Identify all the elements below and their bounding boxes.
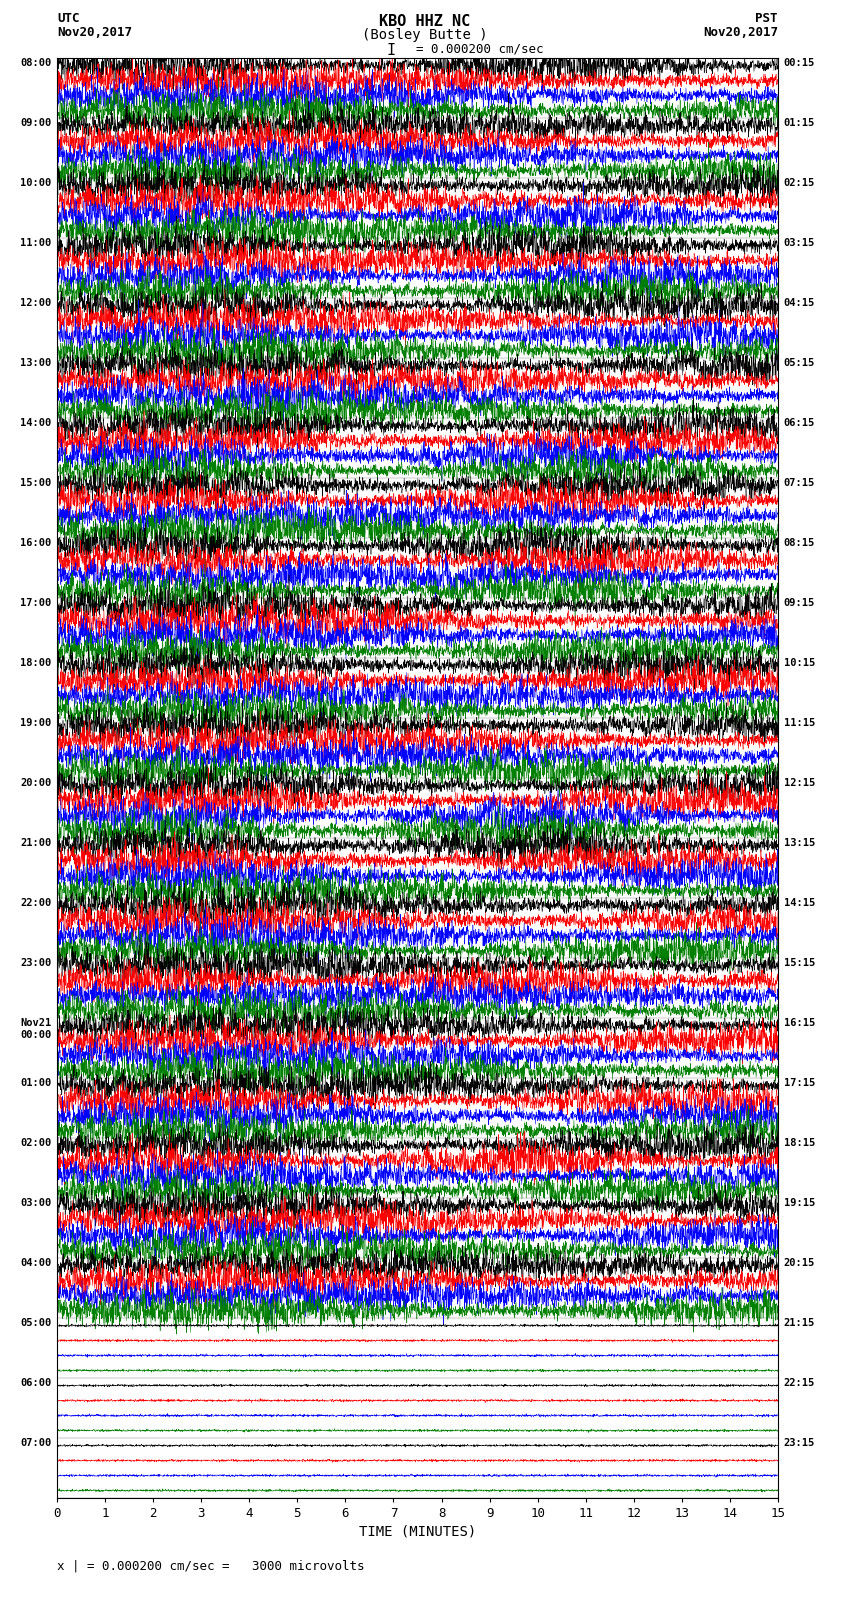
Text: 21:00: 21:00: [20, 839, 52, 848]
Text: Nov20,2017: Nov20,2017: [57, 26, 132, 39]
Text: 02:15: 02:15: [784, 177, 815, 189]
Text: I: I: [387, 44, 395, 58]
Text: Nov20,2017: Nov20,2017: [703, 26, 778, 39]
Text: 19:15: 19:15: [784, 1198, 815, 1208]
Text: 07:00: 07:00: [20, 1439, 52, 1448]
Text: 13:00: 13:00: [20, 358, 52, 368]
Text: 23:15: 23:15: [784, 1439, 815, 1448]
Text: 16:15: 16:15: [784, 1018, 815, 1027]
Text: 13:15: 13:15: [784, 839, 815, 848]
Text: 01:00: 01:00: [20, 1077, 52, 1089]
Text: 01:15: 01:15: [784, 118, 815, 127]
Text: 17:15: 17:15: [784, 1077, 815, 1089]
Text: 20:00: 20:00: [20, 777, 52, 789]
Text: 09:15: 09:15: [784, 598, 815, 608]
Text: 15:15: 15:15: [784, 958, 815, 968]
Text: 12:00: 12:00: [20, 298, 52, 308]
Text: 18:15: 18:15: [784, 1139, 815, 1148]
Text: UTC: UTC: [57, 11, 80, 24]
Text: 14:00: 14:00: [20, 418, 52, 427]
Text: 09:00: 09:00: [20, 118, 52, 127]
Text: 05:00: 05:00: [20, 1318, 52, 1327]
Text: 05:15: 05:15: [784, 358, 815, 368]
Text: 00:15: 00:15: [784, 58, 815, 68]
Text: 02:00: 02:00: [20, 1139, 52, 1148]
Text: 11:00: 11:00: [20, 239, 52, 248]
Text: KBO HHZ NC: KBO HHZ NC: [379, 15, 471, 29]
Text: (Bosley Butte ): (Bosley Butte ): [362, 27, 488, 42]
Text: 03:00: 03:00: [20, 1198, 52, 1208]
X-axis label: TIME (MINUTES): TIME (MINUTES): [359, 1524, 476, 1539]
Text: 07:15: 07:15: [784, 477, 815, 489]
Text: = 0.000200 cm/sec: = 0.000200 cm/sec: [416, 44, 544, 56]
Text: 08:15: 08:15: [784, 539, 815, 548]
Text: 14:15: 14:15: [784, 898, 815, 908]
Text: 10:15: 10:15: [784, 658, 815, 668]
Text: Nov21
00:00: Nov21 00:00: [20, 1018, 52, 1040]
Text: 04:00: 04:00: [20, 1258, 52, 1268]
Text: 19:00: 19:00: [20, 718, 52, 727]
Text: x | = 0.000200 cm/sec =   3000 microvolts: x | = 0.000200 cm/sec = 3000 microvolts: [57, 1560, 365, 1573]
Text: 20:15: 20:15: [784, 1258, 815, 1268]
Text: 18:00: 18:00: [20, 658, 52, 668]
Text: 15:00: 15:00: [20, 477, 52, 489]
Text: 22:15: 22:15: [784, 1378, 815, 1389]
Text: 16:00: 16:00: [20, 539, 52, 548]
Text: PST: PST: [756, 11, 778, 24]
Text: 04:15: 04:15: [784, 298, 815, 308]
Text: 12:15: 12:15: [784, 777, 815, 789]
Text: 22:00: 22:00: [20, 898, 52, 908]
Text: 03:15: 03:15: [784, 239, 815, 248]
Text: 06:00: 06:00: [20, 1378, 52, 1389]
Text: 06:15: 06:15: [784, 418, 815, 427]
Text: 10:00: 10:00: [20, 177, 52, 189]
Text: 23:00: 23:00: [20, 958, 52, 968]
Text: 11:15: 11:15: [784, 718, 815, 727]
Text: 17:00: 17:00: [20, 598, 52, 608]
Text: 08:00: 08:00: [20, 58, 52, 68]
Text: 21:15: 21:15: [784, 1318, 815, 1327]
